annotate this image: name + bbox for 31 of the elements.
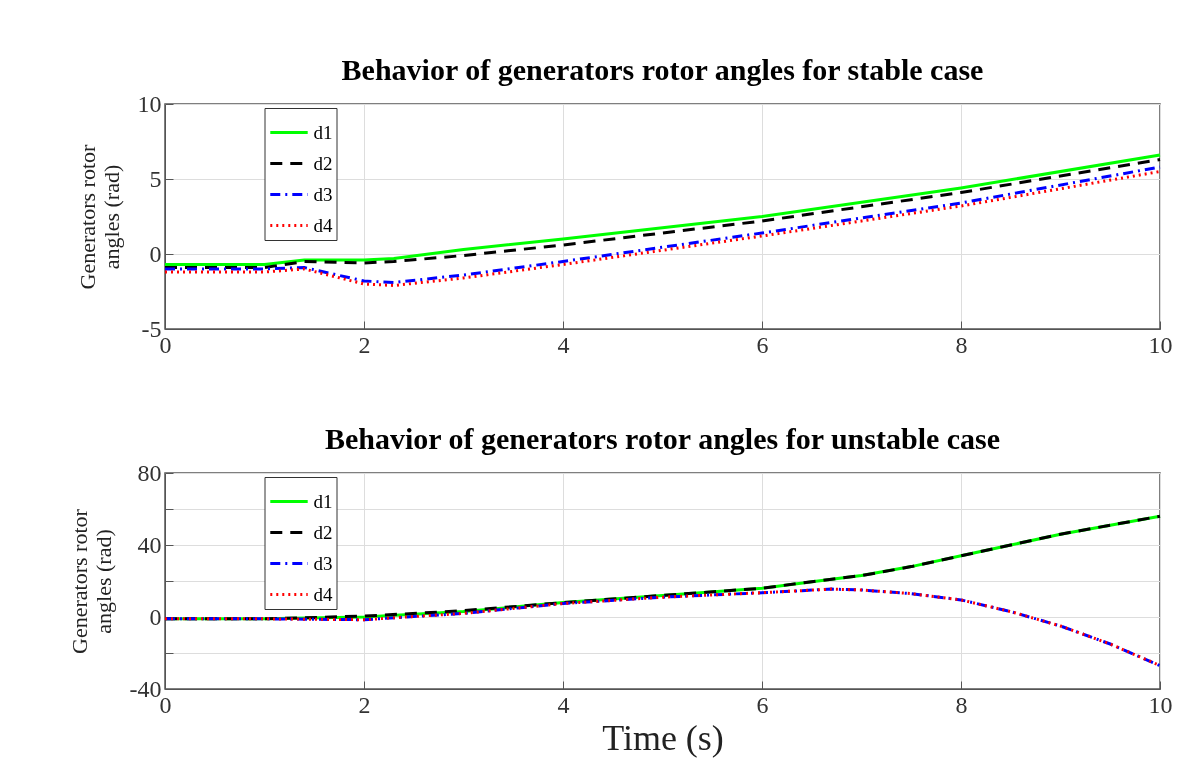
y-tick-label: 80 xyxy=(137,459,162,486)
y-tick-label: 5 xyxy=(149,165,162,192)
x-tick-label: 10 xyxy=(1148,691,1173,718)
y-tick-label: -5 xyxy=(141,315,162,342)
legend-label: d4 xyxy=(313,214,333,236)
legend-label: d4 xyxy=(313,583,333,605)
x-tick-label: 4 xyxy=(557,691,570,718)
y-tick-label: 40 xyxy=(137,531,162,558)
legend-label: d2 xyxy=(313,152,333,174)
legend-label: d2 xyxy=(313,521,333,543)
legend-label: d3 xyxy=(313,552,333,574)
x-axis-title: Time (s) xyxy=(602,717,724,758)
x-tick-label: 8 xyxy=(955,691,968,718)
x-tick-label: 10 xyxy=(1148,331,1173,358)
x-tick-label: 2 xyxy=(358,331,371,358)
y-tick-label: 0 xyxy=(149,603,162,630)
y-axis-title: Generators rotor angles (rad) xyxy=(66,508,116,654)
x-tick-label: 8 xyxy=(955,331,968,358)
y-axis-title: Generators rotor angles (rad) xyxy=(74,143,124,290)
x-tick-label: 2 xyxy=(358,691,371,718)
legend-label: d1 xyxy=(313,121,333,143)
x-tick-label: 4 xyxy=(557,331,570,358)
legend-label: d3 xyxy=(313,183,333,205)
y-tick-label: 0 xyxy=(149,240,162,267)
x-tick-label: 6 xyxy=(756,691,769,718)
chart-title: Behavior of generators rotor angles for unstable case xyxy=(324,422,1001,455)
y-tick-label: -40 xyxy=(129,675,162,702)
y-tick-label: 10 xyxy=(137,90,162,117)
chart-title: Behavior of generators rotor angles for stable case xyxy=(341,53,984,86)
legend-label: d1 xyxy=(313,490,333,512)
x-tick-label: 6 xyxy=(756,331,769,358)
